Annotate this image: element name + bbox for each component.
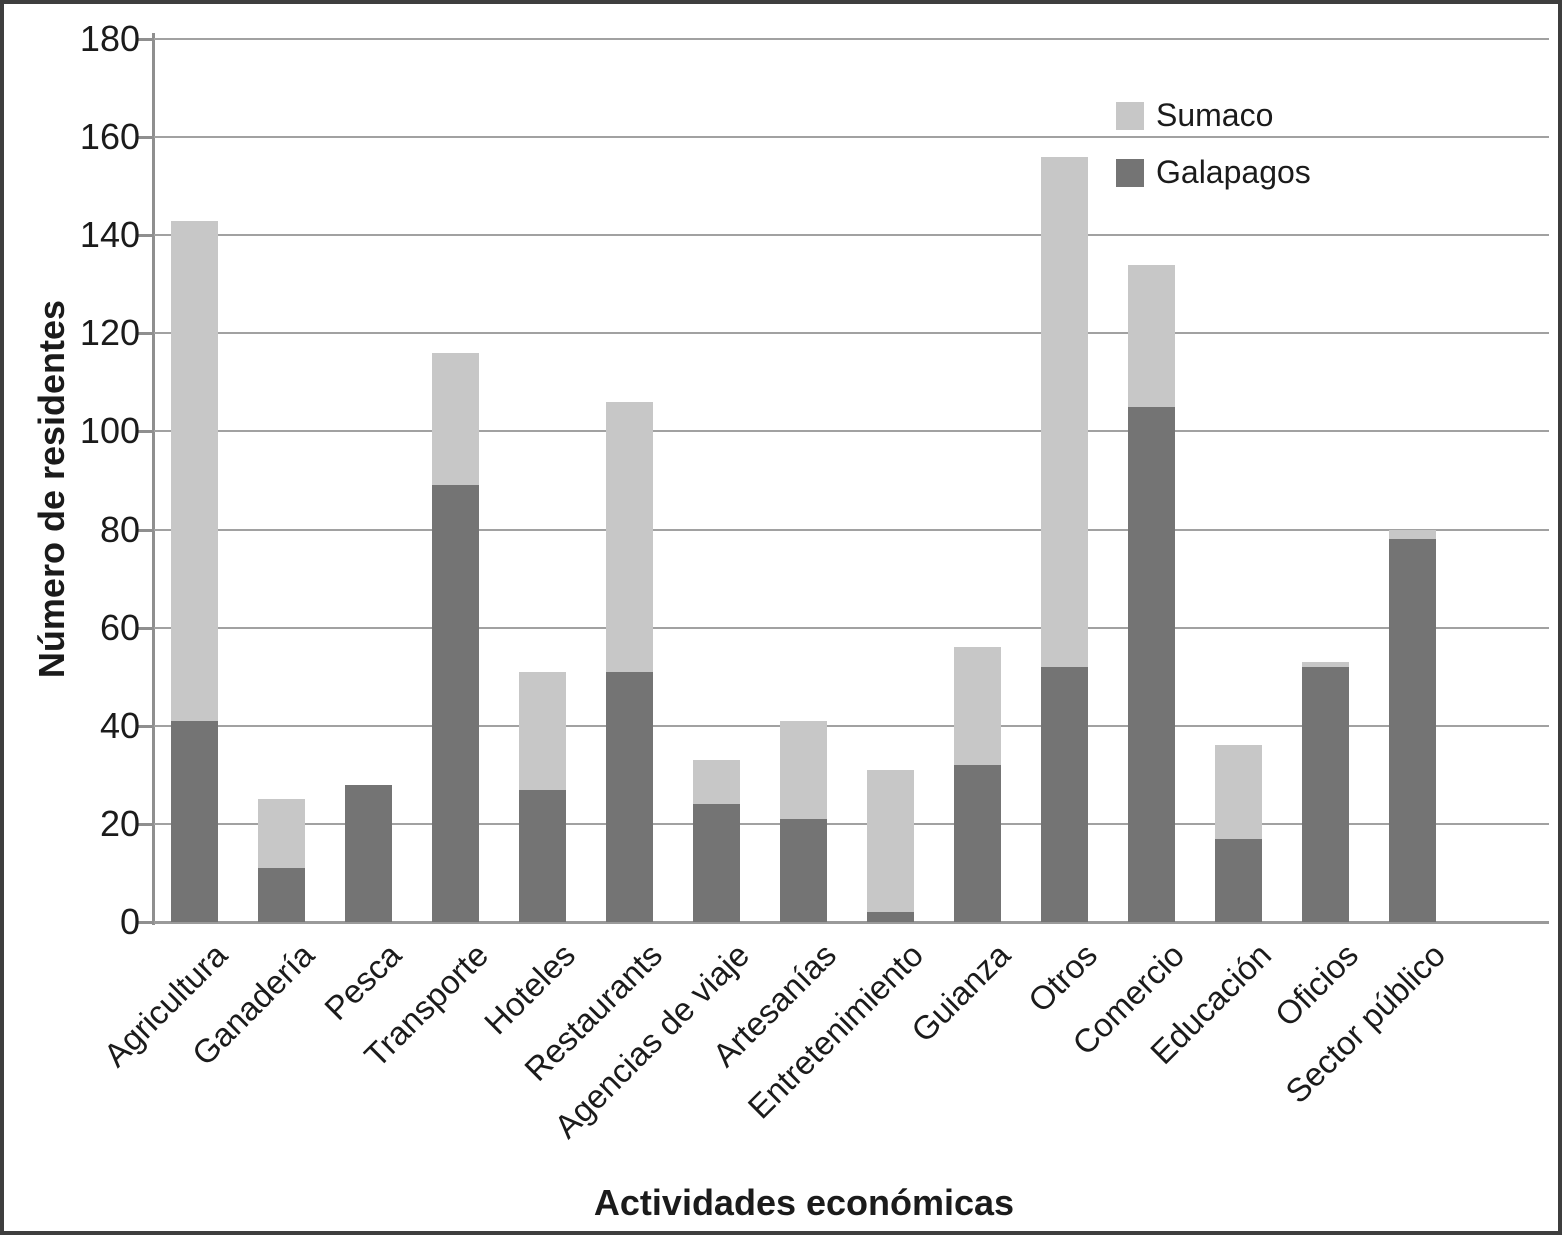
bar-galapagos-11: [1127, 406, 1175, 922]
bar-sumaco-7: [779, 720, 827, 819]
y-tick-mark: [137, 626, 154, 630]
bar-sumaco-1: [257, 799, 305, 869]
y-tick-mark: [137, 528, 154, 532]
legend-swatch-icon: [1116, 101, 1144, 130]
y-tick-mark: [137, 724, 154, 728]
bar-galapagos-1: [257, 868, 305, 922]
y-tick-label: 20: [99, 802, 140, 844]
y-tick-label: 120: [79, 312, 140, 354]
bar-sumaco-12: [1214, 745, 1262, 839]
gridline: [154, 724, 1549, 727]
bar-sumaco-10: [1040, 156, 1088, 667]
gridline: [154, 822, 1549, 825]
bar-galapagos-13: [1301, 666, 1349, 922]
y-tick-mark: [137, 332, 154, 336]
y-tick-mark: [137, 38, 154, 41]
gridline: [154, 528, 1549, 531]
y-tick-label: 180: [79, 18, 140, 59]
gridline: [154, 430, 1549, 433]
bar-sumaco-13: [1301, 662, 1349, 667]
legend: Sumaco Galapagos: [1116, 97, 1311, 211]
x-tick-label: Agricultura: [96, 936, 235, 1074]
bar-sumaco-9: [953, 647, 1001, 765]
bar-galapagos-14: [1388, 539, 1436, 922]
bar-galapagos-5: [605, 671, 653, 922]
gridline: [154, 38, 1549, 40]
y-tick-label: 160: [79, 116, 140, 158]
y-tick-mark: [137, 430, 154, 434]
bar-galapagos-0: [170, 720, 218, 922]
bar-sumaco-8: [866, 769, 914, 913]
y-tick-mark: [137, 234, 154, 238]
bar-sumaco-11: [1127, 264, 1175, 407]
y-axis-line: [152, 33, 155, 925]
bar-galapagos-12: [1214, 838, 1262, 922]
y-tick-label: 40: [99, 704, 140, 746]
y-tick-mark: [137, 822, 154, 826]
y-tick-label: 100: [79, 410, 140, 452]
gridline: [154, 626, 1549, 629]
y-tick-label: 80: [99, 508, 140, 550]
bar-sumaco-0: [170, 220, 218, 721]
legend-label: Galapagos: [1156, 154, 1311, 190]
bar-sumaco-6: [692, 760, 740, 805]
bar-galapagos-10: [1040, 666, 1088, 922]
bar-galapagos-7: [779, 818, 827, 922]
bar-galapagos-3: [431, 485, 479, 922]
y-tick-mark: [137, 136, 154, 140]
bar-galapagos-4: [518, 789, 566, 922]
x-axis-line: [152, 921, 1549, 924]
x-axis-title: Actividades económicas: [593, 1182, 1015, 1223]
gridline: [154, 332, 1549, 335]
gridline: [154, 136, 1549, 139]
legend-swatch-icon: [1116, 158, 1144, 187]
y-tick-mark: [137, 921, 154, 924]
legend-label: Sumaco: [1156, 97, 1274, 133]
bar-sumaco-14: [1388, 529, 1436, 540]
bar-sumaco-4: [518, 671, 566, 790]
bar-galapagos-6: [692, 804, 740, 922]
bar-galapagos-9: [953, 765, 1001, 922]
y-tick-label: 60: [99, 606, 140, 648]
legend-item-sumaco: Sumaco: [1116, 97, 1311, 134]
legend-item-galapagos: Galapagos: [1116, 154, 1311, 191]
y-tick-label: 0: [119, 901, 140, 942]
y-tick-label: 140: [79, 214, 140, 256]
bar-galapagos-2: [344, 784, 392, 922]
bar-galapagos-8: [866, 912, 914, 922]
bar-sumaco-3: [431, 352, 479, 486]
gridline: [154, 234, 1549, 237]
bar-sumaco-5: [605, 402, 653, 672]
